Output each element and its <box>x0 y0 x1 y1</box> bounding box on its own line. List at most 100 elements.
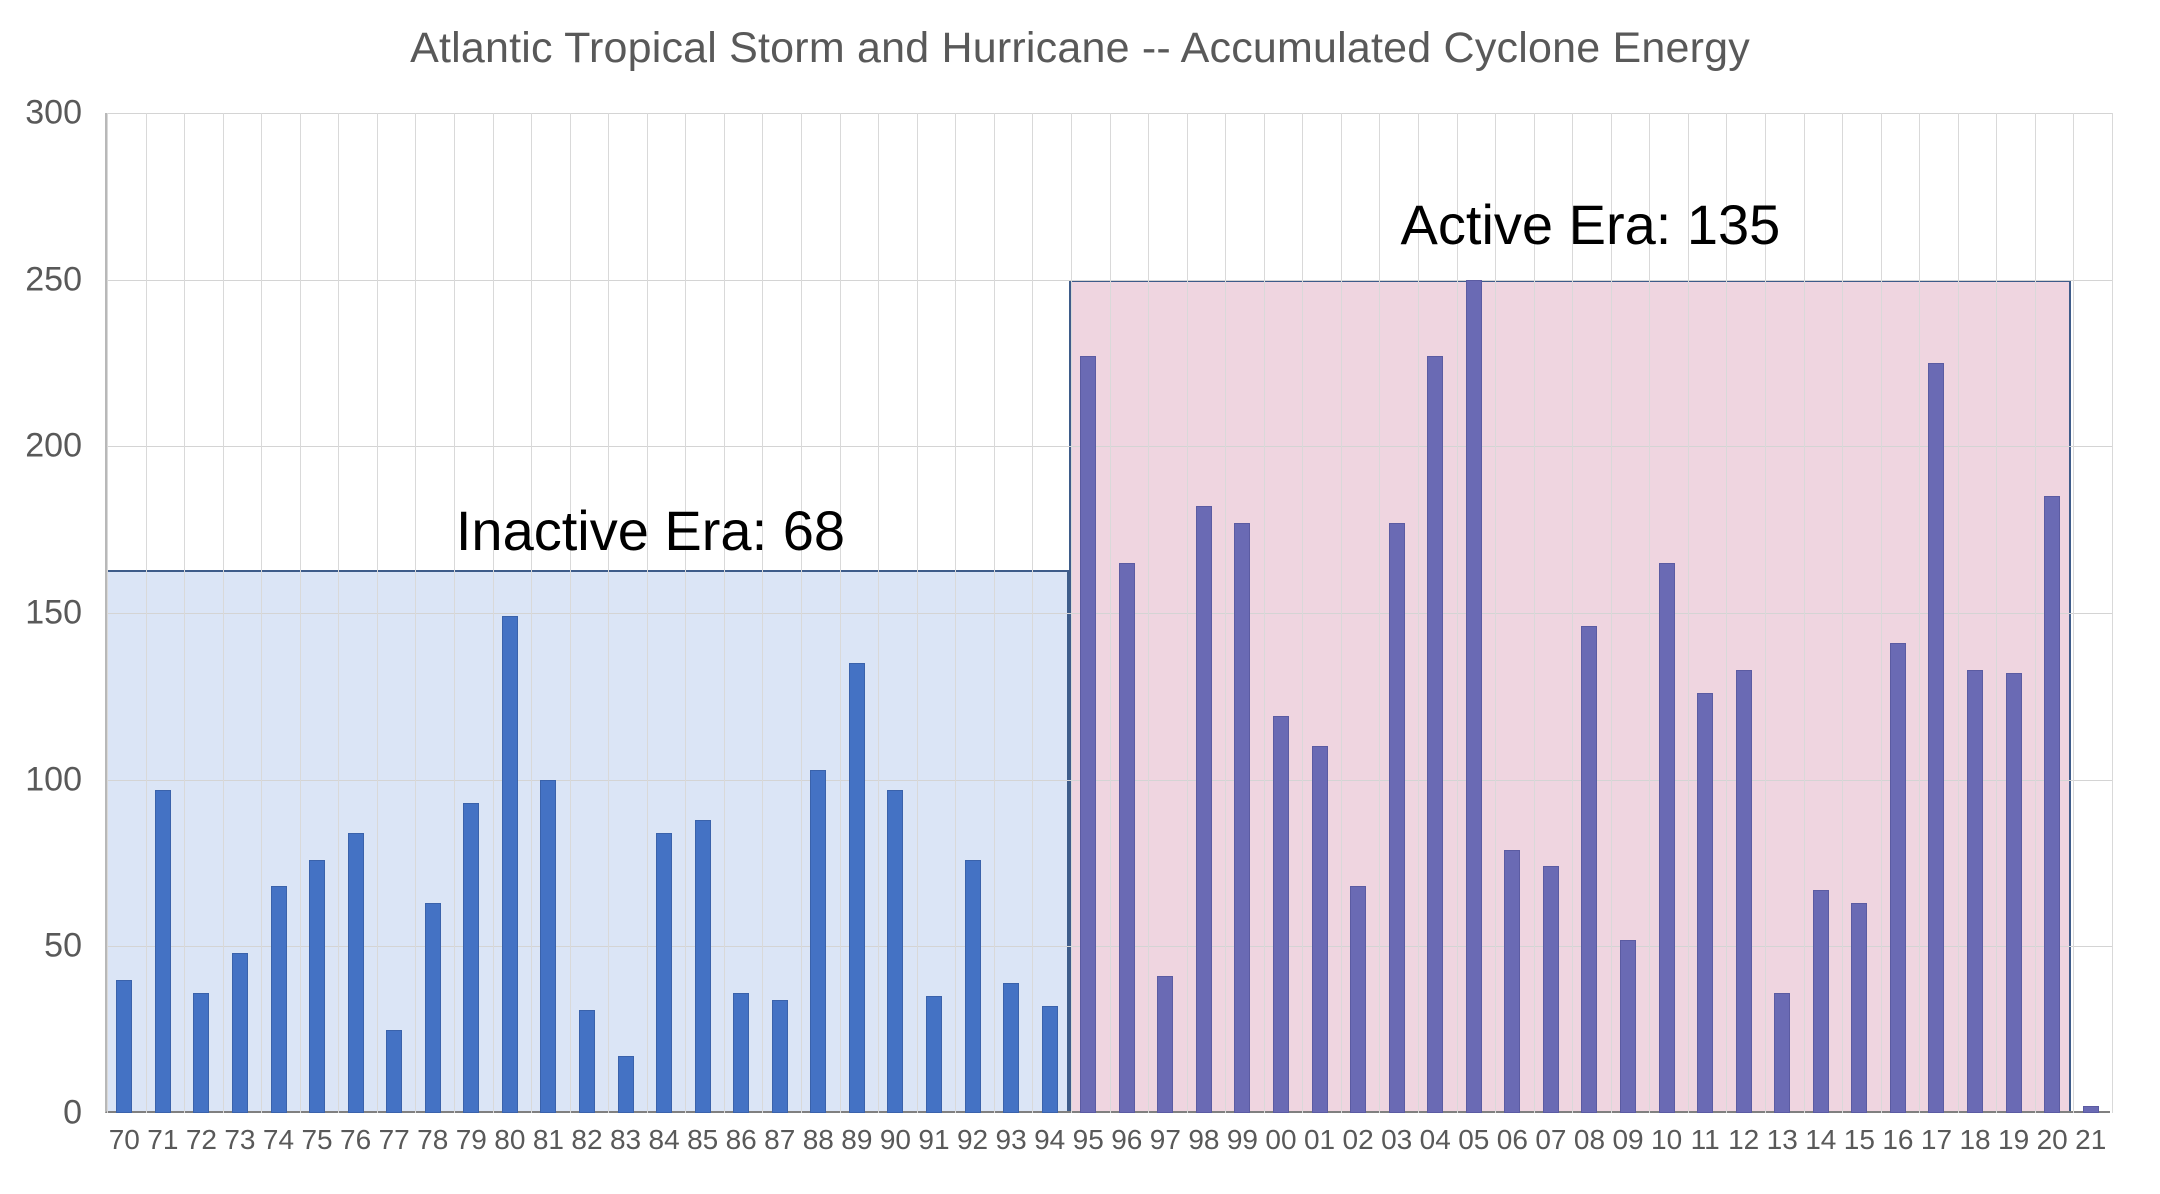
gridline-vertical <box>2112 113 2113 1113</box>
bar-79 <box>463 803 480 1113</box>
gridline-vertical <box>724 113 725 1113</box>
gridline-vertical <box>1341 113 1342 1113</box>
bar-07 <box>1542 866 1559 1113</box>
gridline-vertical <box>377 113 378 1113</box>
gridline-vertical <box>1534 113 1535 1113</box>
x-axis-tick-label: 98 <box>1188 1124 1220 1155</box>
bar-71 <box>154 789 171 1113</box>
gridline-vertical <box>1148 113 1149 1113</box>
x-axis-tick-label: 16 <box>1882 1124 1914 1155</box>
bar-00 <box>1273 716 1289 1113</box>
gridline-vertical <box>1495 113 1496 1113</box>
bar-96 <box>1118 563 1135 1113</box>
x-axis-tick-label: 78 <box>417 1124 449 1155</box>
gridline-vertical <box>1302 113 1303 1113</box>
gridline-horizontal <box>107 779 2112 781</box>
bar-86 <box>733 993 750 1113</box>
gridline-vertical <box>531 113 532 1113</box>
x-axis-tick-label: 77 <box>378 1124 410 1155</box>
x-axis-tick-label: 04 <box>1419 1124 1451 1155</box>
x-axis-tick-label: 99 <box>1226 1124 1259 1155</box>
bar-91 <box>925 996 942 1113</box>
gridline-horizontal <box>107 613 2112 614</box>
bar-83 <box>617 1056 634 1113</box>
bar-09 <box>1620 939 1637 1113</box>
gridline-vertical <box>415 113 416 1113</box>
gridline-vertical <box>1032 113 1033 1113</box>
bar-05 <box>1465 279 1482 1113</box>
x-axis-tick-label: 95 <box>1072 1124 1104 1155</box>
x-axis-tick-label: 97 <box>1149 1124 1181 1155</box>
gridline-vertical <box>1649 113 1650 1113</box>
gridline-vertical <box>1842 113 1843 1113</box>
y-axis-tick-label: 50 <box>44 926 82 965</box>
gridline-vertical <box>840 113 841 1113</box>
bar-81 <box>540 779 557 1113</box>
gridline-vertical <box>917 113 918 1113</box>
gridline-vertical <box>1688 113 1689 1113</box>
x-axis-tick-label: 94 <box>1034 1124 1066 1155</box>
gridline-vertical <box>454 113 455 1113</box>
gridline-vertical <box>300 113 301 1113</box>
bar-89 <box>848 663 865 1113</box>
gridline-vertical <box>1881 113 1882 1113</box>
x-axis-tick-label: 14 <box>1805 1124 1837 1155</box>
x-axis-tick-label: 96 <box>1111 1124 1143 1155</box>
gridline-vertical <box>1457 113 1458 1113</box>
bar-82 <box>578 1009 595 1113</box>
gridline-vertical <box>685 113 686 1113</box>
bar-06 <box>1504 849 1521 1113</box>
x-axis-tick-label: 19 <box>1998 1124 2030 1155</box>
x-axis-tick-label: 82 <box>571 1124 603 1155</box>
bar-95 <box>1080 356 1097 1113</box>
x-axis-tick-label: 08 <box>1573 1124 1606 1155</box>
gridline-vertical <box>1379 113 1380 1113</box>
gridline-vertical <box>493 113 494 1113</box>
bars-layer <box>105 113 2110 1113</box>
gridline-vertical <box>1572 113 1573 1113</box>
x-axis-tick-label: 72 <box>185 1124 217 1155</box>
x-axis-tick-label: 01 <box>1303 1124 1336 1155</box>
x-axis-tick-label: 74 <box>262 1124 295 1155</box>
active-era-label: Active Era: 135 <box>1400 192 1781 256</box>
bar-77 <box>386 1029 403 1113</box>
x-axis-tick-label: 09 <box>1612 1124 1644 1155</box>
bar-78 <box>424 903 441 1113</box>
gridline-vertical <box>2035 113 2036 1113</box>
gridline-horizontal <box>107 279 2112 281</box>
gridline-vertical <box>1958 113 1959 1113</box>
bar-88 <box>810 769 827 1113</box>
bar-19 <box>2005 673 2022 1113</box>
x-axis-tick-label: 75 <box>301 1124 333 1155</box>
bar-13 <box>1774 993 1791 1113</box>
x-axis-tick-label: 05 <box>1458 1124 1490 1155</box>
x-axis-tick-label: 71 <box>147 1124 179 1155</box>
gridline-vertical <box>1071 113 1072 1113</box>
x-axis-tick-label: 92 <box>956 1124 989 1155</box>
bar-92 <box>964 859 981 1113</box>
gridline-horizontal <box>107 946 2112 948</box>
gridline-vertical <box>146 113 147 1113</box>
x-axis-tick-label: 10 <box>1651 1124 1683 1155</box>
bar-74 <box>270 886 287 1113</box>
gridline-horizontal <box>107 113 2112 114</box>
bar-11 <box>1697 693 1714 1113</box>
bar-93 <box>1003 983 1020 1113</box>
x-axis-tick-label: 93 <box>995 1124 1027 1155</box>
x-axis-tick-label: 18 <box>1959 1124 1991 1155</box>
gridline-vertical <box>955 113 956 1113</box>
x-axis-tick-label: 02 <box>1342 1124 1374 1155</box>
gridline-vertical <box>762 113 763 1113</box>
x-axis-tick-label: 15 <box>1843 1124 1875 1155</box>
gridline-vertical <box>994 113 995 1113</box>
x-axis-tick-label: 80 <box>494 1124 526 1155</box>
bar-72 <box>193 993 210 1113</box>
bar-90 <box>887 789 904 1113</box>
bar-98 <box>1195 506 1212 1113</box>
y-axis-tick-label: 300 <box>25 93 82 132</box>
gridline-vertical <box>261 113 262 1113</box>
gridline-vertical <box>2073 113 2074 1113</box>
gridline-vertical <box>1611 113 1612 1113</box>
x-axis-tick-label: 87 <box>764 1124 796 1155</box>
x-axis-tick-label: 86 <box>725 1124 757 1155</box>
